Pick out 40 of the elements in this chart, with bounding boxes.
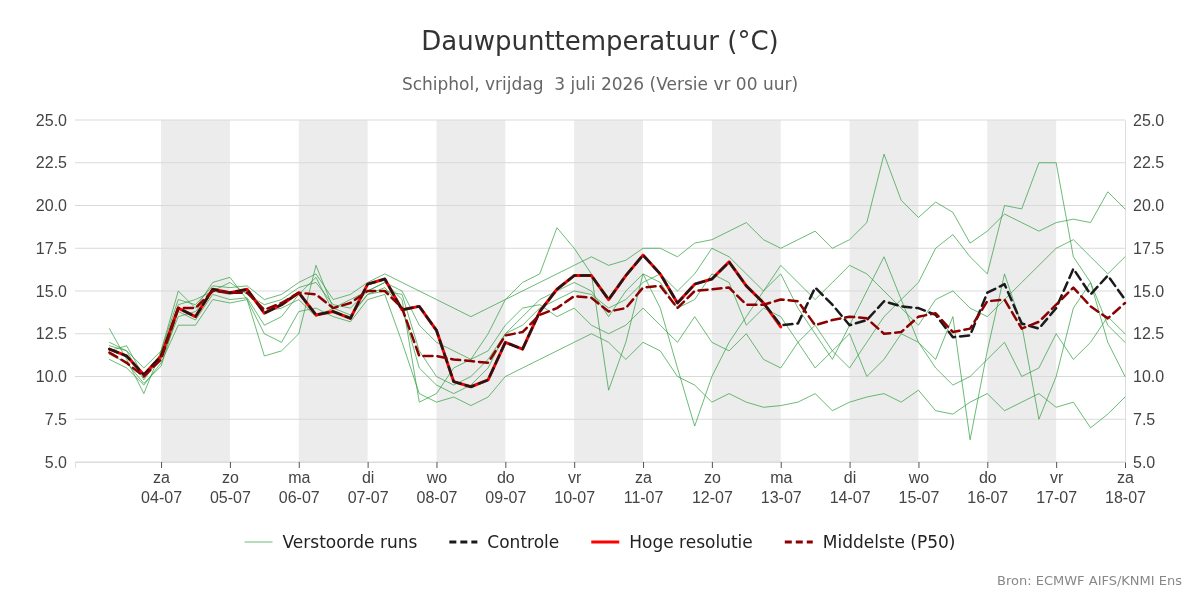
x-tick-label: zo 12-07 xyxy=(691,469,733,507)
y2-tick-label: 5.0 xyxy=(1133,453,1156,471)
x-tick-label: vr 17-07 xyxy=(1036,469,1078,507)
x-tick-label: ma 13-07 xyxy=(760,469,802,507)
x-tick-label: do 09-07 xyxy=(485,469,527,507)
x-tick-label: di 14-07 xyxy=(829,469,871,507)
y2-tick-label: 7.5 xyxy=(1133,410,1156,428)
y2-tick-label: 10.0 xyxy=(1133,368,1165,386)
legend-label: Verstoorde runs xyxy=(282,532,418,552)
y-tick-label: 17.5 xyxy=(35,239,68,257)
legend-label: Controle xyxy=(487,532,560,552)
x-tick-label: do 16-07 xyxy=(967,469,1009,507)
y2-tick-label: 20.0 xyxy=(1133,197,1165,215)
y2-tick-label: 22.5 xyxy=(1133,154,1165,172)
y-tick-label: 12.5 xyxy=(35,325,68,343)
x-tick-label: za 18-07 xyxy=(1105,469,1147,507)
x-tick-label: zo 05-07 xyxy=(209,469,251,507)
y-tick-label: 25.0 xyxy=(35,111,68,129)
x-tick-label: ma 06-07 xyxy=(278,469,320,507)
y2-tick-label: 17.5 xyxy=(1133,239,1165,257)
x-tick-label: vr 10-07 xyxy=(554,469,596,507)
y2-tick-label: 15.0 xyxy=(1133,282,1165,300)
x-tick-label: di 07-07 xyxy=(347,469,389,507)
y-tick-label: 22.5 xyxy=(35,154,68,172)
y-tick-label: 7.5 xyxy=(44,410,68,428)
text: Bron: ECMWF AIFS/KNMI Ens xyxy=(997,573,1183,588)
y2-tick-label: 25.0 xyxy=(1133,111,1165,129)
legend-label: Middelste (P50) xyxy=(822,532,956,552)
y-tick-label: 10.0 xyxy=(35,368,68,386)
legend-label: Hoge resolutie xyxy=(629,532,753,552)
x-tick-label: wo 08-07 xyxy=(416,469,458,507)
y-tick-label: 15.0 xyxy=(35,282,68,300)
chart-subtitle: Schiphol, vrijdag 3 juli 2026 (Versie vr 00 uur) xyxy=(401,74,799,94)
x-tick-label: wo 15-07 xyxy=(898,469,940,507)
y-tick-label: 5.0 xyxy=(44,453,68,471)
chart-title: Dauwpunttemperatuur (°C) xyxy=(421,26,779,56)
x-tick-label: za 04-07 xyxy=(141,469,183,507)
y-tick-label: 20.0 xyxy=(35,197,68,215)
x-tick-label: za 11-07 xyxy=(623,469,664,507)
y2-tick-label: 12.5 xyxy=(1133,325,1165,343)
